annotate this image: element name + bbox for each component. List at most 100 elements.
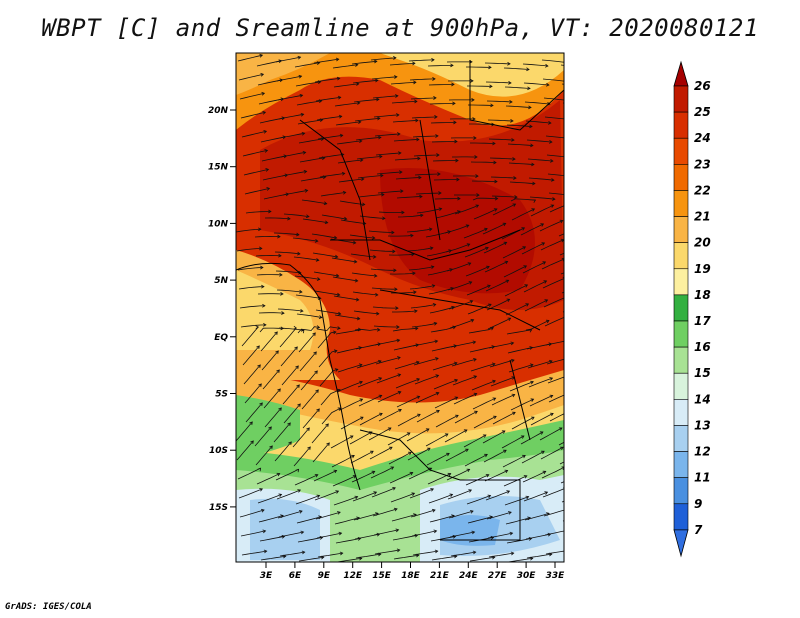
- lat-label: 15S: [209, 503, 228, 513]
- streamline: [244, 383, 262, 404]
- streamline: [523, 82, 549, 86]
- streamline: [259, 535, 285, 542]
- streamline: [262, 369, 280, 390]
- streamline: [411, 322, 437, 328]
- streamline-arrow: [337, 326, 341, 330]
- streamline-arrow: [579, 452, 582, 455]
- streamline-arrow: [465, 448, 469, 453]
- streamline: [525, 320, 550, 331]
- streamline-arrow: [357, 120, 362, 125]
- streamline: [294, 474, 318, 486]
- streamline: [526, 553, 552, 559]
- streamline: [391, 514, 417, 522]
- streamline: [487, 317, 511, 330]
- streamline: [430, 122, 457, 124]
- streamline-arrow: [281, 311, 285, 315]
- streamline: [450, 551, 476, 557]
- streamline-arrow: [454, 378, 459, 383]
- streamline-arrow: [511, 393, 516, 398]
- streamline-arrow: [280, 291, 284, 296]
- streamline: [432, 362, 458, 371]
- streamline-arrow: [568, 549, 571, 552]
- streamline-arrow: [488, 65, 492, 70]
- streamline-arrow: [261, 508, 265, 513]
- streamline-arrow: [494, 179, 498, 184]
- streamline-arrow: [559, 446, 564, 450]
- colorbar-segment: [673, 190, 689, 217]
- streamline: [463, 434, 487, 448]
- streamline: [527, 158, 553, 162]
- streamline-arrow: [295, 468, 300, 473]
- streamline-arrow: [510, 551, 515, 556]
- streamline: [447, 489, 472, 500]
- streamline: [278, 327, 304, 331]
- streamline: [371, 487, 396, 498]
- streamline-arrow: [358, 363, 363, 368]
- streamline-arrow: [583, 493, 586, 496]
- colorbar-segment: [673, 503, 689, 531]
- streamline: [293, 256, 319, 261]
- streamline: [505, 303, 529, 316]
- streamline-arrow: [473, 136, 477, 140]
- streamline-arrow: [301, 131, 306, 136]
- streamline: [281, 171, 307, 177]
- streamline: [408, 266, 434, 271]
- streamline: [565, 141, 590, 144]
- streamline-arrow: [343, 216, 348, 221]
- streamline: [338, 178, 364, 183]
- streamline: [511, 416, 535, 430]
- streamline: [387, 432, 411, 446]
- streamline-arrow: [470, 78, 474, 83]
- colorbar-label: 25: [694, 105, 711, 119]
- streamline: [264, 217, 291, 220]
- streamline-arrow: [543, 280, 548, 284]
- streamline: [448, 300, 473, 310]
- streamline-arrow: [300, 530, 305, 535]
- streamline-arrow: [435, 374, 440, 378]
- streamline-arrow: [277, 234, 281, 239]
- streamline: [240, 111, 266, 119]
- streamline: [350, 450, 374, 464]
- streamline: [373, 529, 399, 536]
- streamline: [357, 377, 382, 388]
- streamline: [353, 310, 379, 315]
- streamline: [275, 270, 301, 274]
- streamline: [568, 198, 593, 201]
- streamline-arrow: [471, 98, 475, 102]
- streamline-arrow: [532, 199, 537, 203]
- streamline-arrow: [261, 284, 265, 289]
- streamline-arrow: [588, 396, 591, 399]
- streamline-arrow: [433, 529, 438, 534]
- streamline-arrow: [349, 435, 354, 439]
- streamline-arrow: [490, 535, 495, 540]
- streamline: [298, 556, 324, 562]
- streamline: [394, 158, 421, 161]
- streamline-arrow: [544, 299, 549, 303]
- streamline: [410, 97, 437, 100]
- streamline: [568, 396, 591, 407]
- streamline: [545, 135, 564, 139]
- streamline-arrow: [522, 246, 527, 250]
- streamline-arrow: [512, 411, 516, 416]
- streamline-arrow: [360, 416, 364, 420]
- streamline-arrow: [542, 470, 547, 475]
- streamline: [548, 394, 564, 403]
- streamline-arrow: [570, 202, 573, 205]
- streamline: [317, 134, 343, 140]
- streamline: [547, 173, 564, 177]
- streamline-arrow: [257, 364, 261, 369]
- streamline: [429, 103, 456, 105]
- streamline: [254, 426, 272, 447]
- streamline: [358, 395, 382, 407]
- streamline: [409, 285, 435, 290]
- streamline-arrow: [361, 202, 366, 207]
- streamline: [524, 299, 548, 312]
- streamline: [504, 496, 529, 506]
- streamlines: [236, 53, 593, 562]
- streamline: [396, 196, 423, 199]
- colorbar-bottom-arrow: [673, 529, 689, 558]
- streamline-arrow: [250, 440, 254, 445]
- streamline: [562, 311, 564, 313]
- streamline-arrow: [513, 176, 517, 180]
